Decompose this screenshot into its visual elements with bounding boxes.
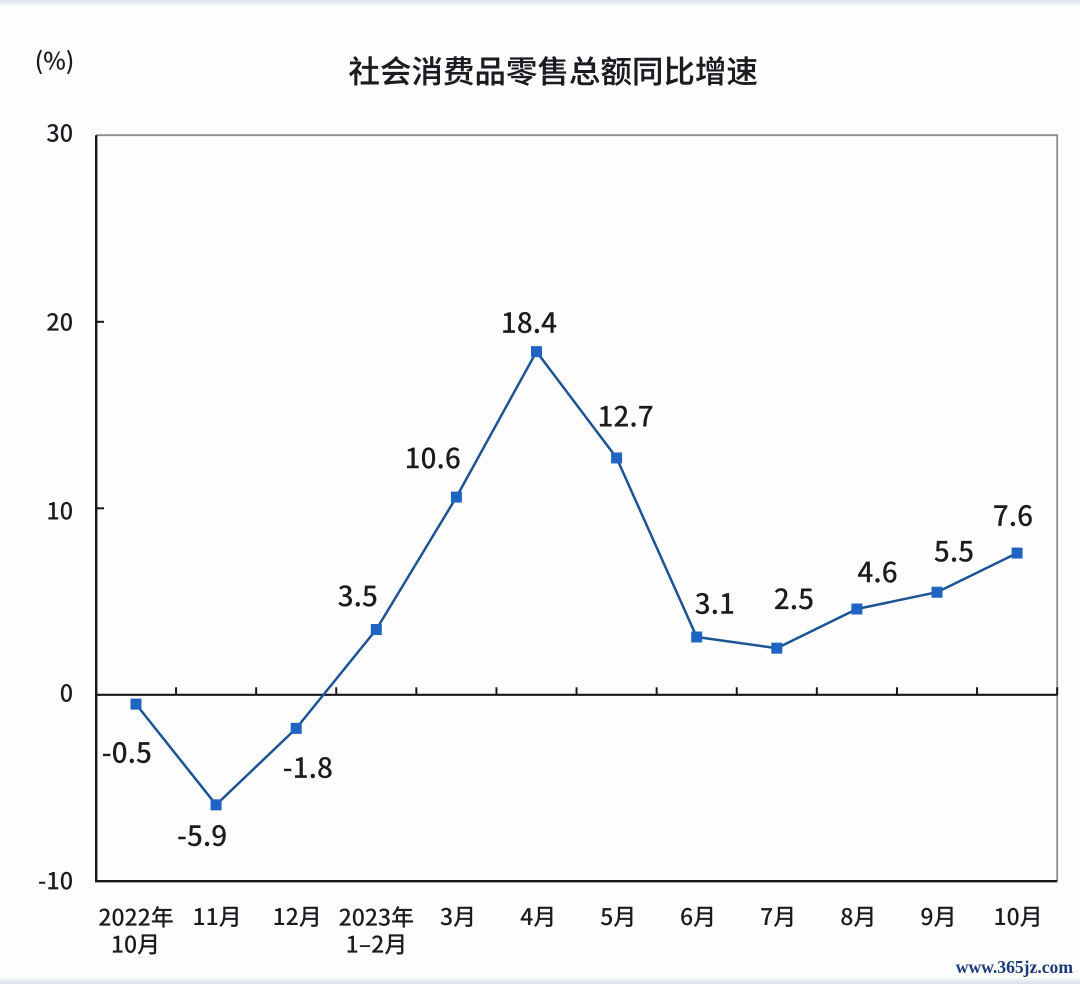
svg-text:www.365jz.com: www.365jz.com [956, 957, 1074, 977]
